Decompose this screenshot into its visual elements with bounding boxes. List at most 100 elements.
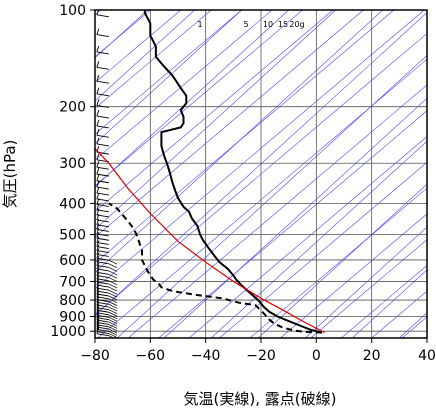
- barb-staff: [96, 319, 109, 323]
- barb-staff: [96, 224, 109, 228]
- wind-barb: [96, 61, 109, 70]
- barb-staff: [96, 134, 109, 138]
- barb-staff: [96, 125, 109, 129]
- barb-flag: [96, 240, 100, 247]
- x-tick-label: −20: [246, 348, 276, 364]
- barb-flag: [96, 296, 100, 303]
- adiabat-line: [310, 239, 427, 338]
- barb-tail: [108, 298, 118, 304]
- dewpoint-line: [108, 202, 322, 334]
- barb-tail: [108, 321, 118, 327]
- barb-tail: [108, 273, 118, 279]
- barb-flag: [96, 259, 100, 266]
- barb-flag: [96, 218, 100, 225]
- barb-flag: [96, 313, 100, 321]
- wind-barb: [96, 269, 118, 282]
- wind-barb: [96, 318, 118, 332]
- y-tick-label: 100: [59, 3, 86, 19]
- mixing-ratio-label: 10: [263, 20, 273, 29]
- wind-barb: [96, 75, 109, 84]
- barb-flag: [96, 262, 100, 270]
- adiabat-line: [95, 10, 273, 161]
- wind-barb: [96, 232, 109, 241]
- skew-line: [305, 226, 427, 338]
- skew-line: [352, 269, 427, 338]
- skew-line: [258, 183, 427, 338]
- barb-staff: [96, 173, 109, 177]
- wind-barb: [96, 45, 109, 55]
- barb-flag: [96, 28, 100, 35]
- barb-flag: [96, 109, 100, 117]
- barb-tail: [108, 286, 118, 292]
- barb-tail: [108, 295, 118, 301]
- barb-flag: [96, 320, 100, 328]
- barb-flag: [96, 269, 100, 276]
- adiabat-line: [280, 213, 427, 338]
- y-tick-label: 600: [59, 253, 86, 269]
- wind-barb: [96, 240, 109, 250]
- x-tick-label: 0: [312, 348, 321, 364]
- barb-flag: [96, 323, 100, 330]
- barb-tail: [108, 301, 118, 306]
- barb-flag: [96, 236, 100, 243]
- barb-tail: [108, 311, 118, 317]
- barb-flag: [96, 327, 100, 334]
- wind-barb: [96, 262, 118, 276]
- wind-barb: [96, 119, 109, 129]
- barb-staff: [96, 271, 109, 275]
- adiabat-line: [341, 265, 427, 338]
- barb-flag: [96, 227, 100, 235]
- wind-barb: [96, 266, 118, 279]
- barb-flag: [96, 309, 100, 316]
- wind-barb: [96, 28, 109, 38]
- barb-flag: [96, 325, 100, 332]
- barb-flag: [96, 192, 100, 200]
- barb-tail: [108, 289, 118, 295]
- barb-flag: [96, 281, 100, 289]
- barb-flag: [96, 203, 100, 210]
- barb-flag: [96, 198, 100, 205]
- wind-barb: [96, 323, 118, 336]
- barb-flag: [96, 99, 100, 106]
- adiabat-line: [249, 187, 427, 338]
- adiabat-line: [95, 10, 425, 290]
- barb-staff: [96, 264, 109, 268]
- barb-flag: [96, 311, 100, 318]
- barb-tail: [108, 259, 118, 265]
- parcel-line: [95, 148, 325, 334]
- barb-flag: [96, 208, 100, 216]
- y-tick-label: 500: [59, 228, 86, 244]
- barb-flag: [96, 213, 100, 221]
- barb-flag: [96, 244, 100, 251]
- barb-tail: [108, 280, 118, 286]
- barb-flag: [96, 284, 100, 292]
- wind-barb: [96, 313, 118, 327]
- barb-tail: [108, 277, 118, 282]
- adiabat-line: [433, 10, 436, 338]
- skew-line: [95, 12, 427, 316]
- barb-flag: [96, 119, 100, 127]
- barb-staff: [96, 261, 109, 265]
- barb-flag: [96, 290, 100, 297]
- barb-flag: [96, 255, 100, 262]
- skew-line: [399, 312, 427, 338]
- barb-tail: [108, 316, 118, 322]
- barb-staff: [96, 331, 109, 334]
- skew-line: [163, 97, 427, 338]
- barb-staff: [96, 66, 109, 70]
- barb-tail: [108, 319, 118, 325]
- wind-barb: [96, 167, 109, 177]
- x-tick-label: −40: [191, 348, 221, 364]
- wind-barb: [96, 213, 109, 223]
- barb-flag: [96, 266, 100, 273]
- barb-staff: [96, 253, 109, 257]
- barb-tail: [108, 270, 118, 276]
- y-tick-label: 700: [59, 274, 86, 290]
- barb-flag: [96, 45, 100, 53]
- barb-flag: [96, 137, 100, 145]
- barb-staff: [96, 333, 109, 337]
- barb-flag: [96, 293, 100, 300]
- barb-flag: [96, 316, 100, 323]
